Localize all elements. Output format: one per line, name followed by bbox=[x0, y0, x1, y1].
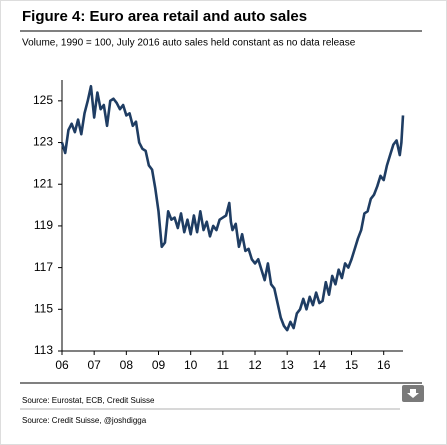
x-tick-label: 08 bbox=[120, 358, 134, 372]
source: Source: Eurostat, ECB, Credit Suisse bbox=[22, 396, 155, 405]
x-tick-label: 10 bbox=[184, 358, 198, 372]
y-tick-label: 119 bbox=[34, 218, 53, 232]
data-line bbox=[60, 84, 405, 332]
chart-title: Figure 4: Euro area retail and auto sale… bbox=[22, 8, 307, 25]
x-tick-label: 14 bbox=[313, 358, 327, 372]
download-icon[interactable] bbox=[407, 389, 419, 398]
x-tick-label: 13 bbox=[281, 358, 295, 372]
y-tick-label: 115 bbox=[34, 301, 53, 315]
x-tick-label: 15 bbox=[345, 358, 359, 372]
y-tick-label: 113 bbox=[34, 343, 53, 357]
y-tick-label: 117 bbox=[34, 260, 53, 274]
x-tick-label: 09 bbox=[152, 358, 166, 372]
x-tick-label: 12 bbox=[248, 358, 262, 372]
chart-subtitle: Volume, 1990 = 100, July 2016 auto sales… bbox=[22, 38, 356, 49]
y-tick-label: 121 bbox=[33, 176, 53, 190]
y-tick-label: 125 bbox=[33, 93, 53, 107]
x-tick-label: 07 bbox=[87, 358, 101, 372]
x-tick-label: 11 bbox=[217, 358, 230, 372]
download-button[interactable] bbox=[402, 385, 424, 402]
y-tick-label: 123 bbox=[33, 135, 53, 149]
x-tick-label: 16 bbox=[377, 358, 391, 372]
caption: Source: Credit Suisse, @joshdigga bbox=[22, 416, 147, 425]
x-tick-label: 06 bbox=[55, 358, 69, 372]
